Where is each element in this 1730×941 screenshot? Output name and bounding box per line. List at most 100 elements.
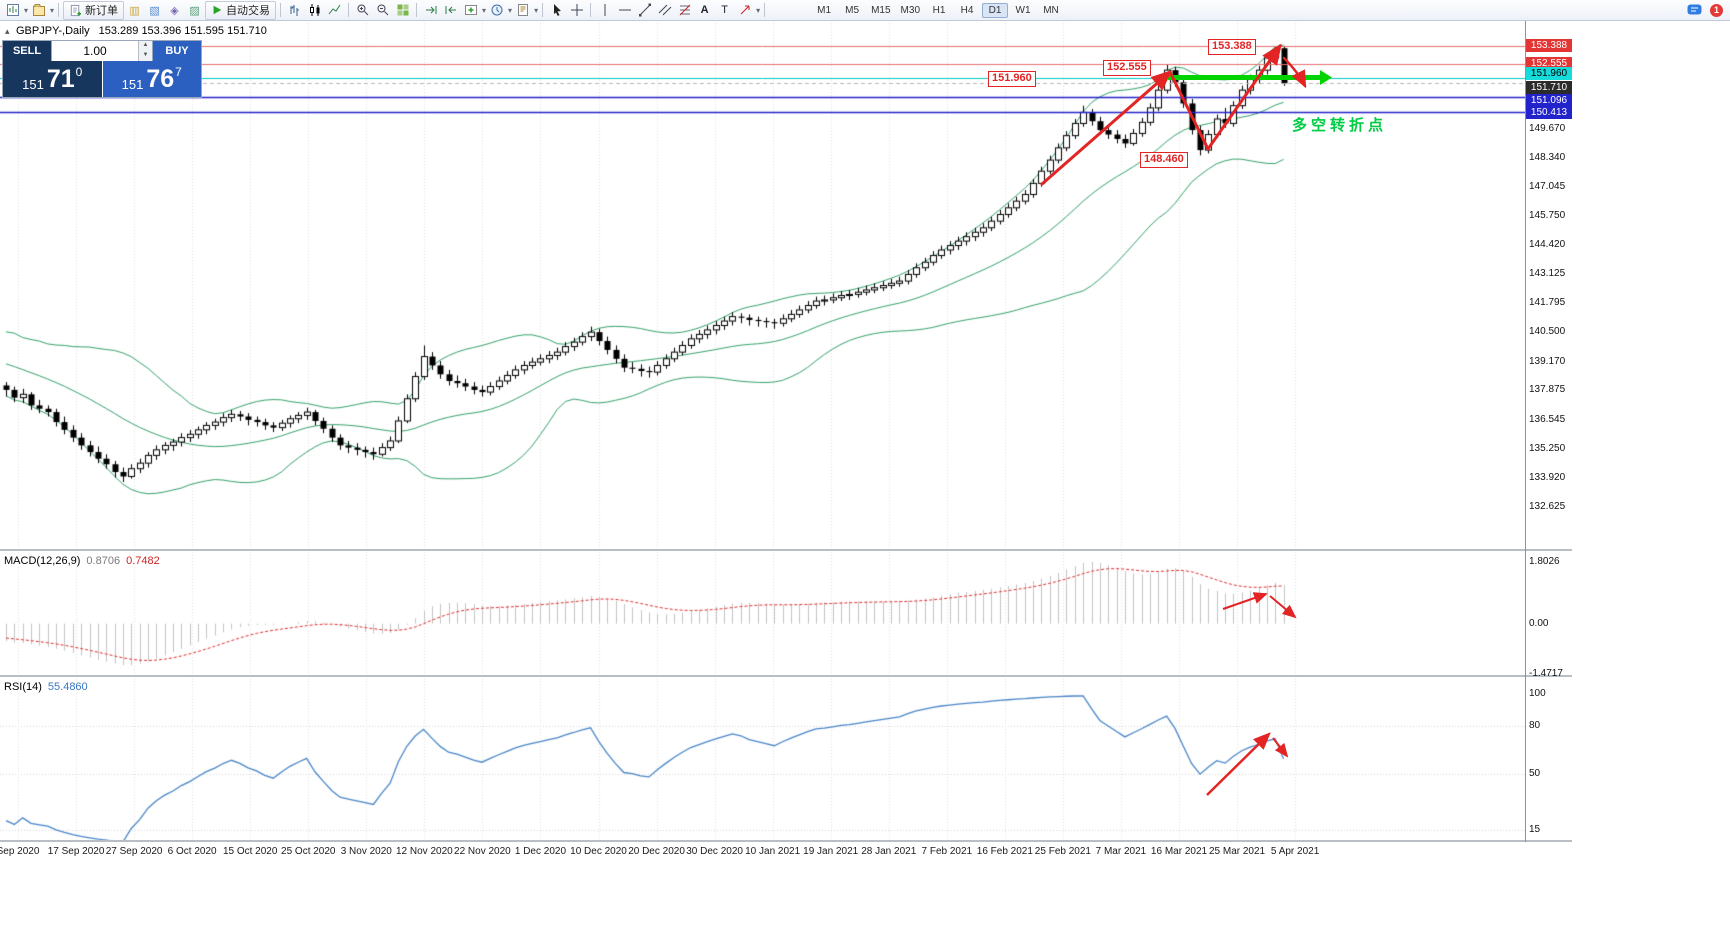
time-axis-label: 20 Dec 2020 (628, 846, 685, 857)
candlestick-chart-icon[interactable] (305, 2, 324, 19)
templates-icon[interactable] (513, 2, 532, 19)
time-axis-label: 3 Nov 2020 (340, 846, 392, 857)
trendline-icon[interactable] (635, 2, 654, 19)
timeframe-m1-button[interactable]: M1 (817, 4, 832, 16)
volume-input-group: ▲ ▼ (51, 41, 153, 61)
sell-button[interactable]: SELL (3, 41, 51, 61)
trade-panel-price-row: 151 71 0 151 76 7 (3, 61, 201, 97)
vertical-line-icon[interactable] (595, 2, 614, 19)
timeframe-h1-button[interactable]: H1 (932, 4, 946, 16)
zoom-out-icon[interactable] (373, 2, 392, 19)
autotrading-label: 自动交易 (226, 5, 271, 17)
time-axis-label: 1 Dec 2020 (514, 846, 567, 857)
zoom-in-icon[interactable] (353, 2, 372, 19)
indicators-icon[interactable] (461, 2, 480, 19)
sell-price-base: 151 (22, 77, 44, 92)
price-axis-label: 132.625 (1529, 501, 1566, 512)
time-axis-label: 7 Feb 2021 (921, 846, 973, 857)
community-icon[interactable] (1685, 2, 1704, 19)
crosshair-icon[interactable] (567, 2, 586, 19)
buy-price-sup: 7 (175, 65, 182, 79)
price-flag-153388[interactable]: 153.388 (1208, 39, 1256, 55)
macd-panel-canvas[interactable] (0, 552, 1525, 676)
price-axis-label: 144.420 (1529, 239, 1566, 251)
one-click-trading-panel: SELL ▲ ▼ BUY 151 71 0 151 76 7 (2, 40, 202, 98)
time-axis-label: Sep 2020 (0, 846, 40, 857)
text-icon[interactable]: A (700, 4, 709, 16)
horizontal-line-icon[interactable] (615, 2, 634, 19)
toolbar-right-group: 1 (1685, 2, 1727, 19)
notification-badge[interactable]: 1 (1710, 3, 1723, 17)
macd-axis-label: 1.8026 (1529, 556, 1560, 567)
timeframe-w1-button[interactable]: W1 (1015, 4, 1031, 16)
time-axis-label: 30 Dec 2020 (686, 846, 743, 857)
price-axis-label: 147.045 (1529, 180, 1566, 192)
timeframe-mn-button[interactable]: MN (1043, 4, 1059, 16)
periods-icon[interactable] (487, 2, 506, 19)
volume-decrease-button[interactable]: ▼ (139, 51, 152, 61)
periods-caret-icon[interactable]: ▾ (508, 5, 513, 15)
toolbar-separator (764, 3, 766, 17)
auto-scroll-icon[interactable] (421, 2, 440, 19)
time-axis[interactable]: Sep 2020 17 Sep 2020 27 Sep 2020 6 Oct 2020… (0, 842, 1525, 861)
time-axis-label: 25 Oct 2020 (281, 846, 336, 857)
main-toolbar: ▾ ▾ 新订单 ▥ ▧ ◈ ▨ 自动交易 ▾ ▾ ▾ A T ▾ M1 M5 M15… (0, 0, 1730, 21)
time-axis-label: 19 Jan 2021 (803, 846, 859, 857)
panel-splitter[interactable] (0, 840, 1572, 842)
data-window-icon[interactable]: ▧ (149, 4, 160, 17)
price-axis-label: 148.340 (1529, 152, 1566, 164)
sell-price-display[interactable]: 151 71 0 (3, 61, 102, 97)
trade-panel-toggle[interactable]: ▴ (5, 26, 10, 36)
price-axis-label: 133.920 (1529, 472, 1566, 484)
cursor-icon[interactable] (547, 2, 566, 19)
turning-point-label[interactable]: 多空转折点 (1292, 117, 1388, 134)
new-order-button[interactable]: 新订单 (63, 0, 125, 20)
price-axis-badge: 153.388 (1526, 39, 1572, 52)
profiles-caret-icon[interactable]: ▾ (50, 5, 55, 15)
buy-price-display[interactable]: 151 76 7 (102, 61, 201, 97)
timeframe-group: M1 M5 M15 M30 H1 H4 D1 W1 MN (811, 2, 1064, 18)
buy-button[interactable]: BUY (153, 41, 201, 61)
timeframe-m30-button[interactable]: M30 (900, 4, 920, 16)
timeframe-h4-button[interactable]: H4 (960, 4, 974, 16)
price-flag-148460[interactable]: 148.460 (1140, 152, 1188, 168)
price-axis-label: 143.125 (1529, 267, 1566, 279)
buy-price-big: 76 (146, 65, 175, 93)
label-icon[interactable]: T (721, 4, 728, 16)
main-chart-canvas[interactable] (0, 20, 1525, 550)
channel-icon[interactable] (655, 2, 674, 19)
navigator-icon[interactable]: ◈ (170, 4, 179, 17)
rsi-panel-canvas[interactable] (0, 678, 1525, 841)
chart-shift-icon[interactable] (441, 2, 460, 19)
templates-caret-icon[interactable]: ▾ (534, 5, 539, 15)
panel-splitter[interactable] (0, 549, 1572, 551)
price-axis[interactable]: 153.388 152.555 151.960 151.710 151.096 150.4… (1526, 0, 1572, 941)
tile-windows-icon[interactable] (393, 2, 412, 19)
price-axis-label: 139.170 (1529, 355, 1566, 367)
price-axis-label: 145.750 (1529, 209, 1566, 221)
profiles-icon[interactable] (29, 2, 48, 19)
toolbar-separator (280, 3, 282, 17)
market-watch-icon[interactable]: ▥ (129, 4, 140, 17)
indicators-caret-icon[interactable]: ▾ (482, 5, 487, 15)
time-axis-label: 12 Nov 2020 (395, 846, 453, 857)
time-axis-label: 28 Jan 2021 (861, 846, 917, 857)
new-chart-caret-icon[interactable]: ▾ (24, 5, 29, 15)
volume-input[interactable] (52, 41, 138, 61)
volume-increase-button[interactable]: ▲ (139, 41, 152, 51)
timeframe-m5-button[interactable]: M5 (845, 4, 860, 16)
fibonacci-icon[interactable] (675, 2, 694, 19)
price-flag-152555[interactable]: 152.555 (1103, 60, 1151, 76)
timeframe-m15-button[interactable]: M15 (871, 4, 891, 16)
arrows-icon[interactable] (735, 2, 754, 19)
bar-chart-icon[interactable] (285, 2, 304, 19)
terminal-icon[interactable]: ▨ (189, 4, 200, 17)
panel-splitter[interactable] (0, 675, 1572, 677)
arrows-caret-icon[interactable]: ▾ (756, 5, 761, 15)
new-chart-icon[interactable] (3, 2, 22, 19)
timeframe-d1-button[interactable]: D1 (982, 2, 1008, 18)
volume-spinners: ▲ ▼ (138, 41, 152, 61)
autotrading-button[interactable]: 自动交易 (205, 0, 277, 20)
price-flag-151960[interactable]: 151.960 (988, 71, 1036, 87)
line-chart-icon[interactable] (325, 2, 344, 19)
